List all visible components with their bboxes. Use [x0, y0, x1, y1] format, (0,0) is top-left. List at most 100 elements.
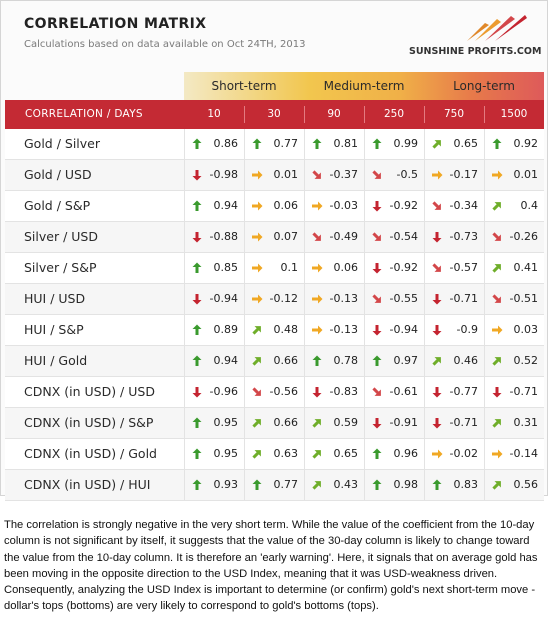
- pair-label: Silver / USD: [24, 229, 98, 244]
- trend-arrow-icon: [492, 232, 501, 241]
- correlation-value: 0.48: [273, 323, 299, 336]
- correlation-value: -0.51: [509, 292, 538, 305]
- correlation-cell: -0.9: [424, 315, 484, 345]
- correlation-cell: 0.31: [484, 408, 544, 438]
- trend-arrow-icon: [192, 387, 202, 398]
- correlation-value: -0.12: [269, 292, 298, 305]
- correlation-cell: 0.07: [244, 222, 304, 252]
- correlation-value: 0.01: [273, 168, 299, 181]
- trend-arrow-icon: [492, 170, 503, 180]
- correlation-cell: 0.94: [184, 191, 244, 221]
- pair-label: Gold / Silver: [24, 136, 101, 151]
- trend-arrow-icon: [432, 294, 442, 305]
- correlation-cell: 0.03: [484, 315, 544, 345]
- trend-arrow-icon: [312, 450, 321, 459]
- trend-arrow-icon: [312, 387, 322, 398]
- correlation-cell: -0.55: [364, 284, 424, 314]
- correlation-value: 0.95: [213, 416, 239, 429]
- correlation-cell: 0.95: [184, 408, 244, 438]
- correlation-value: 0.78: [333, 354, 359, 367]
- correlation-value: 0.94: [213, 354, 239, 367]
- correlation-matrix-panel: CORRELATION MATRIX Calculations based on…: [0, 0, 548, 501]
- table-row: HUI / S&P 0.89 0.48 -0.13 -0.94 -0.9 0.03: [5, 315, 544, 346]
- correlation-value: -0.83: [329, 385, 358, 398]
- trend-arrow-icon: [192, 324, 202, 335]
- trend-arrow-icon: [432, 387, 442, 398]
- correlation-cell: -0.96: [184, 377, 244, 407]
- correlation-cell: 0.65: [304, 439, 364, 469]
- correlation-value: -0.17: [449, 168, 478, 181]
- trend-arrow-icon: [192, 355, 202, 366]
- correlation-cell: 0.65: [424, 129, 484, 159]
- correlation-value: -0.03: [329, 199, 358, 212]
- correlation-value: -0.9: [456, 323, 478, 336]
- correlation-value: 0.85: [213, 261, 239, 274]
- correlation-cell: 0.01: [484, 160, 544, 190]
- correlation-value: 0.89: [213, 323, 239, 336]
- trend-arrow-icon: [252, 357, 261, 366]
- correlation-cell: -0.92: [364, 191, 424, 221]
- trend-arrow-icon: [252, 232, 263, 242]
- correlation-value: 0.41: [513, 261, 539, 274]
- trend-arrow-icon: [432, 418, 442, 429]
- trend-arrow-icon: [492, 202, 501, 211]
- correlation-cell: 0.41: [484, 253, 544, 283]
- correlation-value: 0.07: [273, 230, 299, 243]
- table-row: Gold / Silver 0.86 0.77 0.81 0.99 0.65 0.92: [5, 129, 544, 160]
- correlation-value: 0.99: [393, 137, 419, 150]
- trend-arrow-icon: [252, 326, 261, 335]
- day-header: 90: [327, 108, 341, 120]
- correlation-value: 0.97: [393, 354, 419, 367]
- trend-arrow-icon: [432, 201, 441, 210]
- correlation-value: 0.83: [453, 478, 479, 491]
- trend-arrow-icon: [312, 138, 322, 149]
- trend-arrow-icon: [372, 170, 381, 179]
- sunshine-profits-logo: SUNSHINE PROFITS.COM: [409, 13, 541, 61]
- correlation-cell: 0.77: [244, 470, 304, 500]
- trend-arrow-icon: [312, 481, 321, 490]
- correlation-cell: 0.1: [244, 253, 304, 283]
- correlation-value: 0.77: [273, 137, 299, 150]
- trend-arrow-icon: [312, 419, 321, 428]
- trend-arrow-icon: [372, 418, 382, 429]
- correlation-table-body: Gold / Silver 0.86 0.77 0.81 0.99 0.65 0.92 Gol…: [5, 129, 544, 501]
- table-row: Silver / S&P 0.85 0.1 0.06 -0.92 -0.57 0.41: [5, 253, 544, 284]
- trend-arrow-icon: [372, 201, 382, 212]
- day-header: 750: [443, 108, 465, 120]
- correlation-cell: 0.56: [484, 470, 544, 500]
- correlation-cell: 0.06: [304, 253, 364, 283]
- table-row: CDNX (in USD) / S&P 0.95 0.66 0.59 -0.91 -0.7…: [5, 408, 544, 439]
- trend-arrow-icon: [252, 170, 263, 180]
- correlation-value: -0.94: [389, 323, 418, 336]
- correlation-cell: -0.13: [304, 284, 364, 314]
- trend-arrow-icon: [252, 263, 263, 273]
- trend-arrow-icon: [492, 138, 502, 149]
- trend-arrow-icon: [252, 201, 263, 211]
- correlation-cell: -0.98: [184, 160, 244, 190]
- pair-label: CDNX (in USD) / HUI: [24, 477, 151, 492]
- correlation-cell: 0.96: [364, 439, 424, 469]
- days-header-row: CORRELATION / DAYS 10 30 90 250 750 1500: [5, 100, 544, 129]
- correlation-value: 0.06: [273, 199, 299, 212]
- correlation-cell: 0.83: [424, 470, 484, 500]
- correlation-cell: -0.56: [244, 377, 304, 407]
- correlation-cell: 0.85: [184, 253, 244, 283]
- correlation-cell: 0.48: [244, 315, 304, 345]
- correlation-cell: 0.95: [184, 439, 244, 469]
- correlation-value: -0.92: [389, 261, 418, 274]
- correlation-cell: -0.13: [304, 315, 364, 345]
- correlation-cell: 0.43: [304, 470, 364, 500]
- correlation-cell: 0.92: [484, 129, 544, 159]
- correlation-value: 0.98: [393, 478, 419, 491]
- page-title: CORRELATION MATRIX: [24, 16, 207, 32]
- correlation-value: -0.14: [509, 447, 538, 460]
- trend-arrow-icon: [372, 294, 381, 303]
- correlation-value: 0.93: [213, 478, 239, 491]
- pair-label: CDNX (in USD) / S&P: [24, 415, 154, 430]
- correlation-value: -0.98: [209, 168, 238, 181]
- correlation-cell: -0.88: [184, 222, 244, 252]
- correlation-cell: 0.99: [364, 129, 424, 159]
- trend-arrow-icon: [372, 138, 382, 149]
- correlation-value: 0.4: [520, 199, 539, 212]
- trend-arrow-icon: [492, 325, 503, 335]
